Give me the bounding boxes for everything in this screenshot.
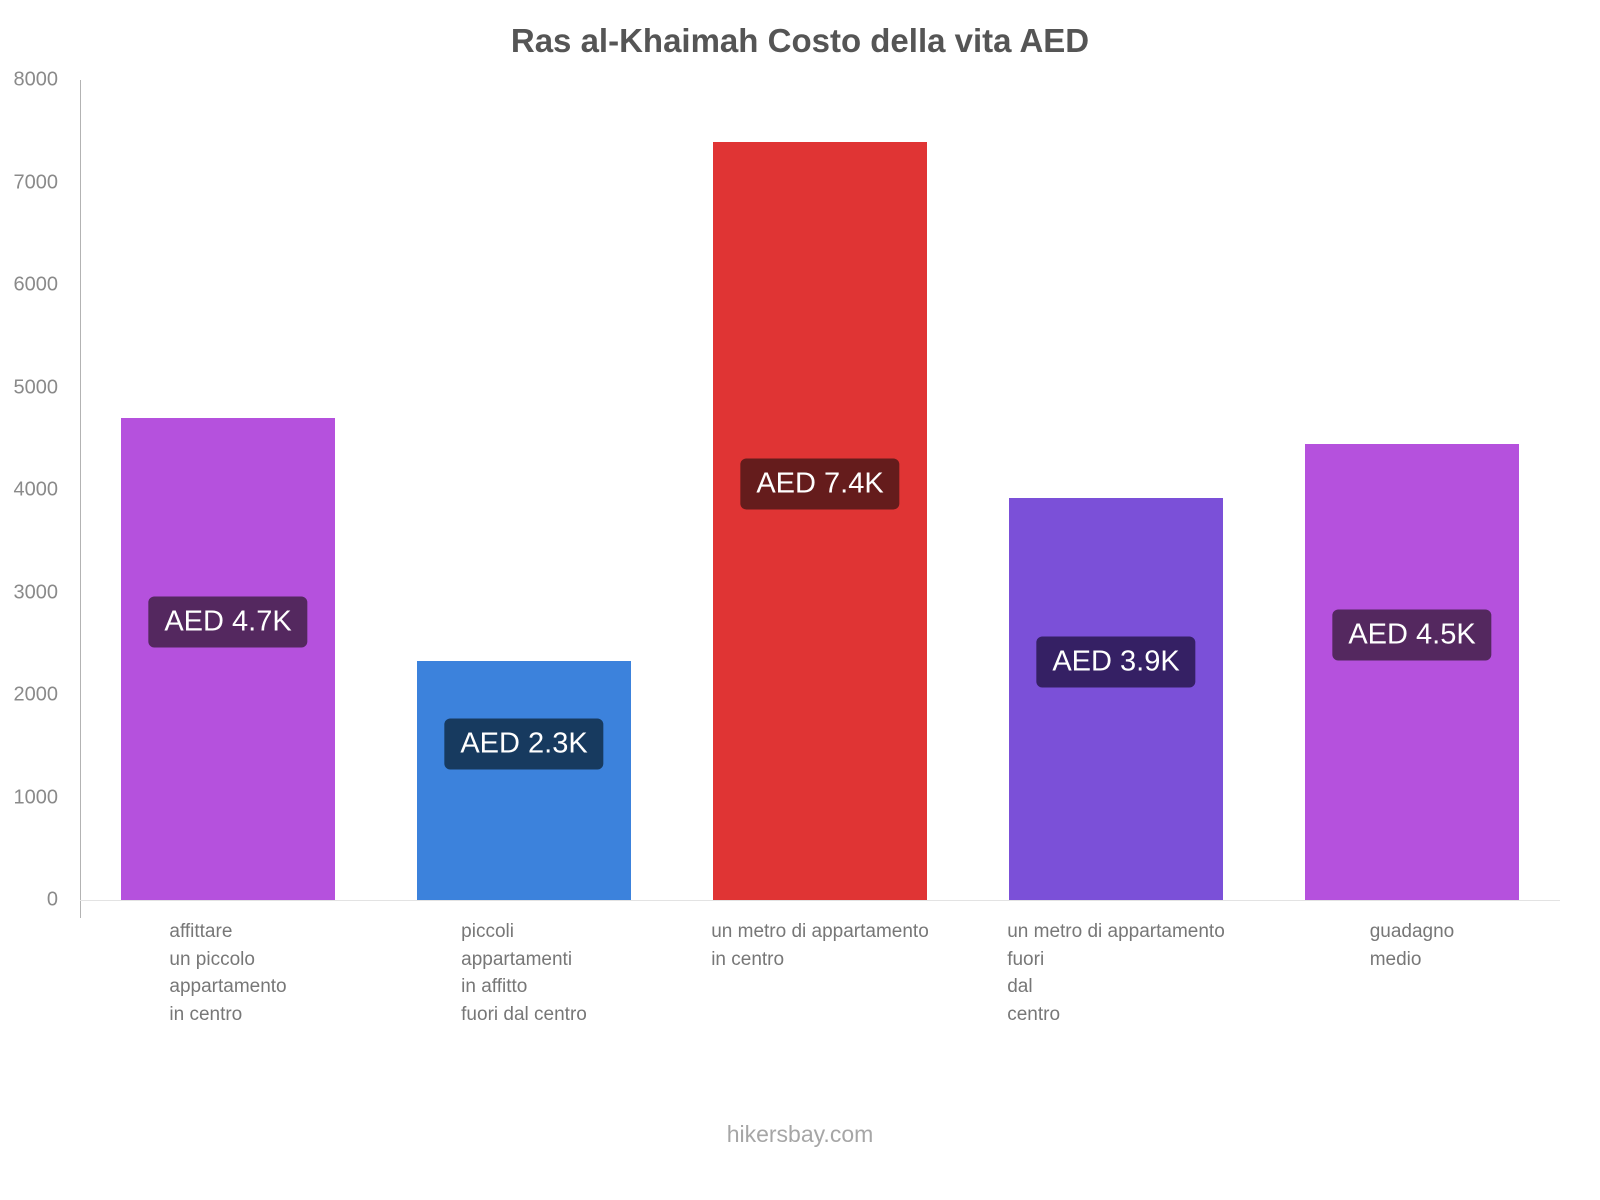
- bars-container: AED 4.7K AED 2.3K AED 7.4K AED 3.9K AED 4.5K: [80, 80, 1560, 900]
- y-axis-ticks: 0 1000 2000 3000 4000 5000 6000 7000 8000: [0, 69, 70, 911]
- x-axis-label: un metro di appartamento in centro: [711, 921, 929, 970]
- x-axis-label: un metro di appartamento fuori dal centr…: [1007, 921, 1225, 1025]
- y-axis-line: [80, 80, 81, 918]
- bar-value-label: AED 7.4K: [740, 458, 900, 510]
- chart-title: Ras al-Khaimah Costo della vita AED: [510, 22, 1090, 59]
- bar-3: AED 3.9K: [1009, 498, 1223, 900]
- y-tick-label: 7000: [13, 171, 59, 193]
- plot-area: 0 1000 2000 3000 4000 5000 6000 7000 8000 AED 4.…: [14, 69, 1560, 918]
- bar-1: AED 2.3K: [417, 661, 631, 900]
- y-tick-label: 6000: [13, 273, 59, 296]
- x-label-slot: guadagno medio: [1264, 918, 1560, 1028]
- y-tick-label: 8000: [13, 68, 59, 91]
- x-axis-label: affittare un piccolo appartamento in cen…: [169, 921, 287, 1025]
- y-tick-label: 1000: [13, 786, 59, 808]
- x-axis-labels: affittare un piccolo appartamento in cen…: [80, 918, 1560, 1028]
- x-label-slot: piccoli appartamenti in affitto fuori da…: [376, 918, 672, 1028]
- y-tick-label: 5000: [13, 376, 59, 398]
- bar-slot: AED 7.4K: [672, 80, 968, 900]
- y-tick-label: 2000: [13, 683, 59, 706]
- watermark-text: hikersbay.com: [726, 1121, 874, 1147]
- x-label-slot: affittare un piccolo appartamento in cen…: [80, 918, 376, 1028]
- bar-slot: AED 4.7K: [80, 80, 376, 900]
- y-tick-label: 0: [46, 888, 58, 911]
- bar-slot: AED 3.9K: [968, 80, 1264, 900]
- bar-slot: AED 4.5K: [1264, 80, 1560, 900]
- bar-2: AED 7.4K: [713, 141, 927, 900]
- y-tick-label: 4000: [13, 478, 59, 501]
- x-label-slot: un metro di appartamento in centro: [672, 918, 968, 1028]
- bar-value-label: AED 4.7K: [148, 596, 308, 648]
- x-axis-label: piccoli appartamenti in affitto fuori da…: [461, 921, 587, 1025]
- bar-value-label: AED 3.9K: [1036, 636, 1196, 688]
- bar-slot: AED 2.3K: [376, 80, 672, 900]
- x-label-slot: un metro di appartamento fuori dal centr…: [968, 918, 1264, 1028]
- bar-value-label: AED 4.5K: [1332, 609, 1492, 661]
- x-axis-label: guadagno medio: [1369, 921, 1455, 970]
- bar-4: AED 4.5K: [1305, 443, 1519, 900]
- bar-value-label: AED 2.3K: [444, 718, 604, 770]
- y-tick-label: 3000: [13, 581, 59, 603]
- x-axis-line: [80, 900, 1560, 901]
- bar-0: AED 4.7K: [121, 418, 335, 900]
